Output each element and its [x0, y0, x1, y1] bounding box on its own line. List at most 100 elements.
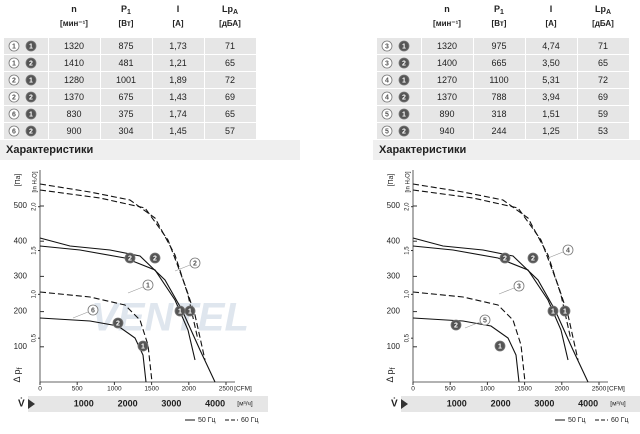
- x-arrow: [401, 399, 408, 409]
- marker-label: 1: [402, 77, 406, 84]
- cell-bg: [205, 123, 256, 139]
- x-arrow: [28, 399, 35, 409]
- cell-bg: [526, 89, 577, 105]
- curve: [39, 189, 206, 361]
- cell: 1,25: [542, 126, 560, 136]
- marker-label: 2: [29, 60, 33, 67]
- marker-circle: [25, 125, 37, 137]
- marker-label: 1: [563, 308, 567, 315]
- curve: [39, 183, 199, 341]
- marker-label: 2: [531, 255, 535, 262]
- m3h-tick-label: 4000: [205, 398, 225, 408]
- cell-bg: [526, 123, 577, 139]
- pa-tick-label: 500: [387, 201, 401, 210]
- marker-label: 2: [12, 77, 16, 84]
- legend-label: 60 Гц: [611, 417, 629, 424]
- cell-bg: [474, 55, 525, 71]
- marker-circle: [142, 279, 154, 291]
- cell-bg: [101, 38, 152, 54]
- marker-circle: [513, 280, 525, 292]
- curve: [39, 317, 147, 383]
- cell: 71: [225, 41, 235, 51]
- marker-label: 5: [385, 111, 389, 118]
- cell-bg: [578, 89, 629, 105]
- header-unit: [мин⁻¹]: [433, 19, 461, 28]
- marker-label: 5: [385, 128, 389, 135]
- y-label: Δ pf: [385, 367, 396, 382]
- header-symbol-text: n: [71, 4, 77, 14]
- marker-label: 1: [402, 111, 406, 118]
- cell: 3,94: [542, 92, 560, 102]
- cell: 1280: [64, 75, 84, 85]
- marker-circle: [398, 74, 410, 86]
- cell: 1400: [437, 58, 457, 68]
- y-label-sub: f: [17, 367, 24, 369]
- marker-label: 5: [483, 317, 487, 324]
- marker-circle: [8, 57, 20, 69]
- curve: [412, 291, 526, 383]
- inh2o-unit: [in H₂O]: [33, 171, 39, 192]
- cell: 1,43: [169, 92, 187, 102]
- header-unit: [Вт]: [119, 19, 134, 28]
- marker-circle: [398, 91, 410, 103]
- cell-bg: [49, 106, 100, 122]
- cfm-tick-label: 0: [38, 386, 42, 393]
- header-subscript: A: [606, 9, 611, 16]
- cell: 1,74: [169, 109, 187, 119]
- curve: [412, 237, 589, 383]
- cell-bg: [153, 123, 204, 139]
- marker-circle: [547, 305, 559, 317]
- curve: [412, 189, 579, 361]
- cfm-tick-label: 1500: [517, 386, 532, 393]
- pa-tick-label: 300: [387, 272, 401, 281]
- x-label: V̇: [391, 397, 398, 409]
- header-symbol: n: [444, 4, 450, 14]
- cell: 900: [66, 126, 81, 136]
- marker-label: 1: [188, 308, 192, 315]
- inh2o-tick-label: 0,5: [405, 333, 411, 342]
- cell: 1,45: [169, 126, 187, 136]
- marker-circle: [398, 40, 410, 52]
- curve: [39, 245, 196, 361]
- header-symbol: P1: [121, 4, 131, 15]
- marker-circle: [112, 317, 124, 329]
- pa-unit: [Па]: [388, 174, 395, 187]
- inh2o-tick-label: 1,0: [32, 290, 38, 299]
- cell: 244: [491, 126, 506, 136]
- marker-label: 3: [517, 283, 521, 290]
- pa-tick-label: 400: [14, 236, 28, 245]
- cell-bg: [153, 106, 204, 122]
- cell-bg: [101, 106, 152, 122]
- marker-circle: [499, 252, 511, 264]
- cell-bg: [49, 72, 100, 88]
- marker-circle: [124, 252, 136, 264]
- marker-circle: [137, 340, 149, 352]
- cell: 1370: [64, 92, 84, 102]
- cell: 1001: [116, 75, 136, 85]
- cell: 1410: [64, 58, 84, 68]
- cell-bg: [474, 106, 525, 122]
- marker-label: 1: [498, 343, 502, 350]
- marker-label: 4: [385, 77, 389, 84]
- cell: 1,89: [169, 75, 187, 85]
- header-unit: [Вт]: [492, 19, 507, 28]
- marker-label: 6: [91, 307, 95, 314]
- cell-bg: [205, 106, 256, 122]
- cfm-unit: [CFM]: [234, 386, 252, 393]
- section-band: [373, 140, 640, 160]
- inh2o-tick-label: 2,0: [405, 202, 411, 211]
- marker-circle: [149, 252, 161, 264]
- cell: 59: [598, 109, 608, 119]
- header-symbol-text: Lp: [595, 4, 606, 14]
- m3h-tick-label: 3000: [534, 398, 554, 408]
- cell: 1270: [437, 75, 457, 85]
- cell-bg: [153, 89, 204, 105]
- marker-label: 1: [29, 111, 33, 118]
- marker-label: 4: [385, 94, 389, 101]
- pa-tick-label: 400: [387, 236, 401, 245]
- y-label-sub: f: [390, 367, 397, 369]
- section-title: Характеристики: [379, 144, 466, 156]
- marker-circle: [479, 314, 491, 326]
- header-symbol-text: P: [494, 4, 500, 14]
